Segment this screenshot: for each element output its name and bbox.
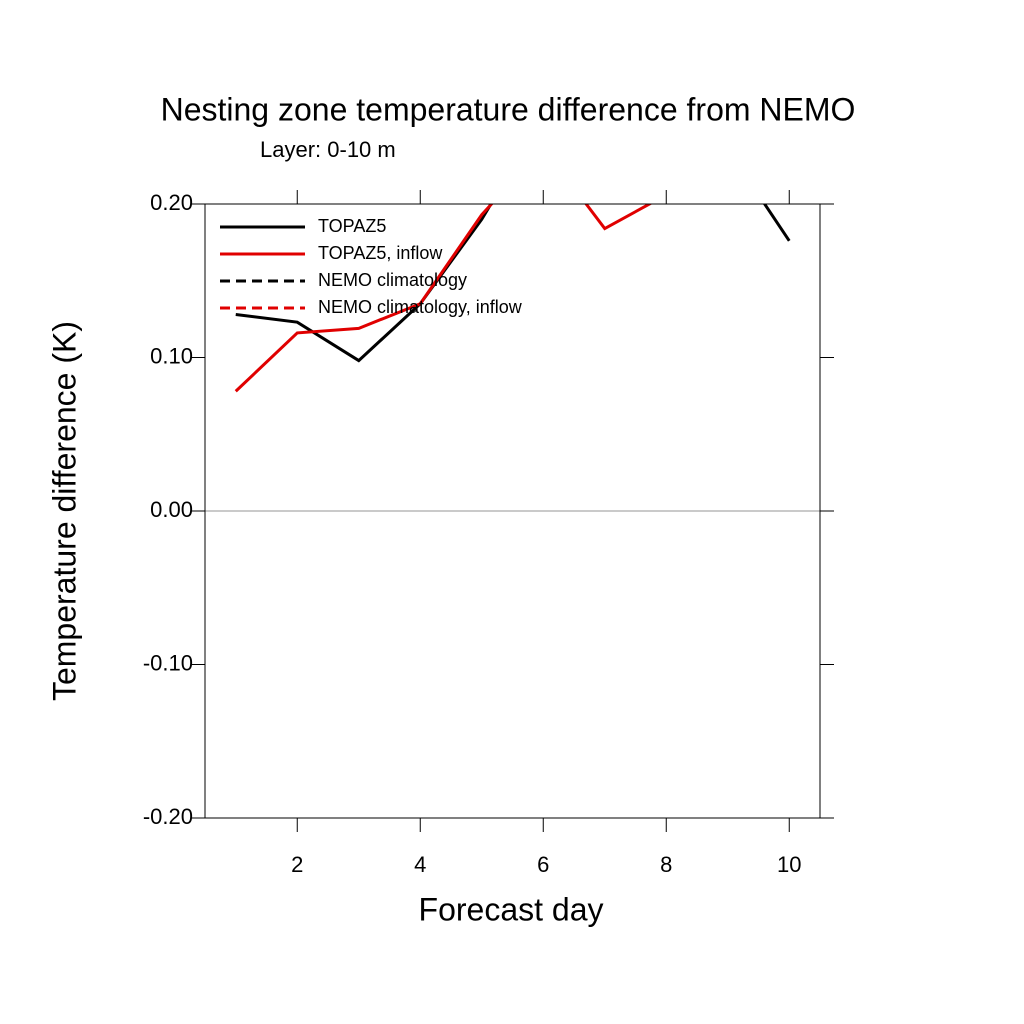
plot-frame <box>204 203 821 819</box>
legend-label: NEMO climatology <box>318 270 467 290</box>
y-tick-label: 0.00 <box>150 497 193 522</box>
y-tick-label: -0.20 <box>143 804 193 829</box>
y-tick-label: 0.20 <box>150 190 193 215</box>
x-tick-label: 6 <box>537 852 549 877</box>
x-tick-label: 8 <box>660 852 672 877</box>
x-tick-label: 4 <box>414 852 426 877</box>
plot-area <box>234 204 791 393</box>
legend-label: TOPAZ5 <box>318 216 386 236</box>
y-tick-label: -0.10 <box>143 650 193 675</box>
legend-label: TOPAZ5, inflow <box>318 243 443 263</box>
x-tick-label: 2 <box>291 852 303 877</box>
chart-title: Nesting zone temperature difference from… <box>161 91 856 127</box>
y-tick-label: 0.10 <box>150 343 193 368</box>
legend-label: NEMO climatology, inflow <box>318 297 523 317</box>
series-line <box>235 204 791 363</box>
x-axis-label: Forecast day <box>419 891 604 927</box>
chart-subtitle: Layer: 0-10 m <box>260 137 396 162</box>
x-tick-label: 10 <box>777 852 801 877</box>
y-axis-label: Temperature difference (K) <box>46 321 82 701</box>
series-line <box>234 204 653 393</box>
